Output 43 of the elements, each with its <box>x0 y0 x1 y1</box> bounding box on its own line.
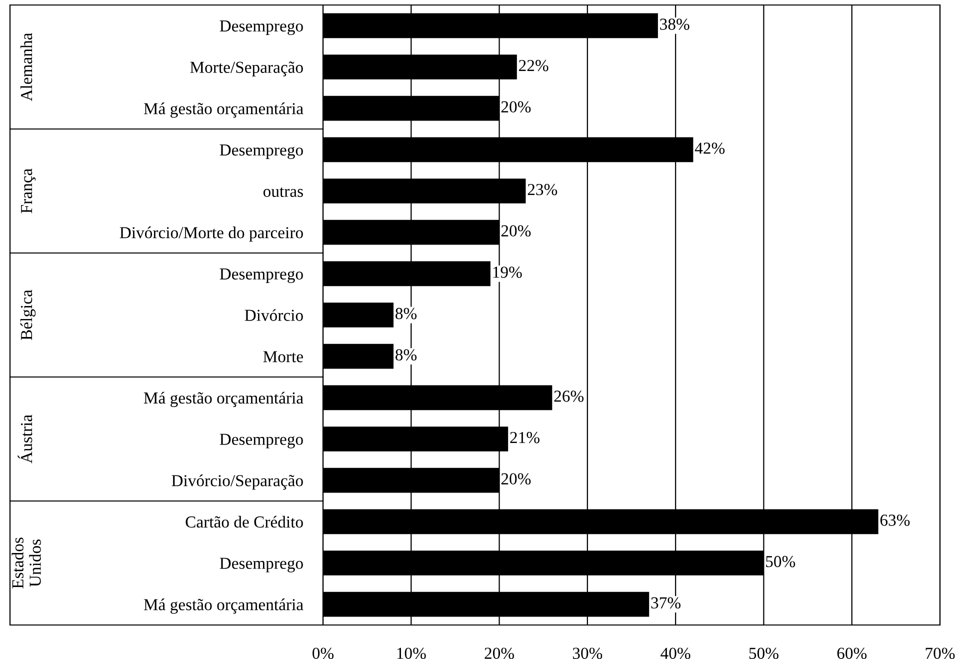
y-tick-label: Desemprego <box>220 268 303 284</box>
text: Alemanha <box>20 32 32 102</box>
y-tick-label: outras <box>263 187 303 197</box>
data-label: 20% <box>501 101 531 113</box>
y-tick-label: Má gestão orçamentária <box>144 392 304 408</box>
data-label: 8% <box>396 349 417 361</box>
y-tick-label: Divórcio <box>244 309 303 321</box>
data-label: 23% <box>528 184 558 196</box>
data-label: 37% <box>651 597 680 609</box>
y-tick-label: Morte/Separação <box>190 62 303 76</box>
data-label: 26% <box>554 390 584 402</box>
data-label: 8% <box>396 308 417 320</box>
y-tick-label: Divórcio/Morte do parceiro <box>120 226 303 242</box>
x-tick-label: 40% <box>660 648 690 659</box>
data-label: 20% <box>501 473 531 485</box>
y-tick-label: Desemprego <box>220 20 303 36</box>
data-label: 19% <box>493 266 522 278</box>
data-label: 20% <box>501 225 531 237</box>
x-tick-label: 20% <box>484 648 514 659</box>
data-label: 50% <box>766 556 796 568</box>
y-tick-label: Má gestão orçamentária <box>144 598 304 614</box>
data-label: 63% <box>880 514 910 526</box>
text: Bélgica <box>20 290 36 340</box>
y-tick-label: Cartão de Crédito <box>186 516 303 528</box>
x-tick-label: 50% <box>749 648 778 659</box>
data-label: 38% <box>660 18 690 30</box>
text: Áustria <box>18 414 32 464</box>
data-label: 42% <box>694 142 725 154</box>
x-tick-label: 70% <box>926 648 955 659</box>
x-tick-label: 0% <box>312 648 334 659</box>
y-tick-label: Desemprego <box>220 144 303 160</box>
text: França <box>21 168 36 214</box>
y-tick-label: Desemprego <box>220 434 303 448</box>
x-tick-label: 10% <box>397 648 426 659</box>
y-tick-label: Desemprego <box>220 558 303 572</box>
x-tick-label: 60% <box>837 648 867 659</box>
data-label: 22% <box>519 60 548 72</box>
y-tick-label: Divórcio/Separação <box>172 474 303 490</box>
y-tick-label: Morte <box>263 351 303 362</box>
data-label: 21% <box>510 432 540 444</box>
x-tick-label: 30% <box>572 648 602 659</box>
text: Estados Unidos <box>12 538 41 588</box>
y-tick-label: Má gestão orçamentária <box>144 102 304 118</box>
